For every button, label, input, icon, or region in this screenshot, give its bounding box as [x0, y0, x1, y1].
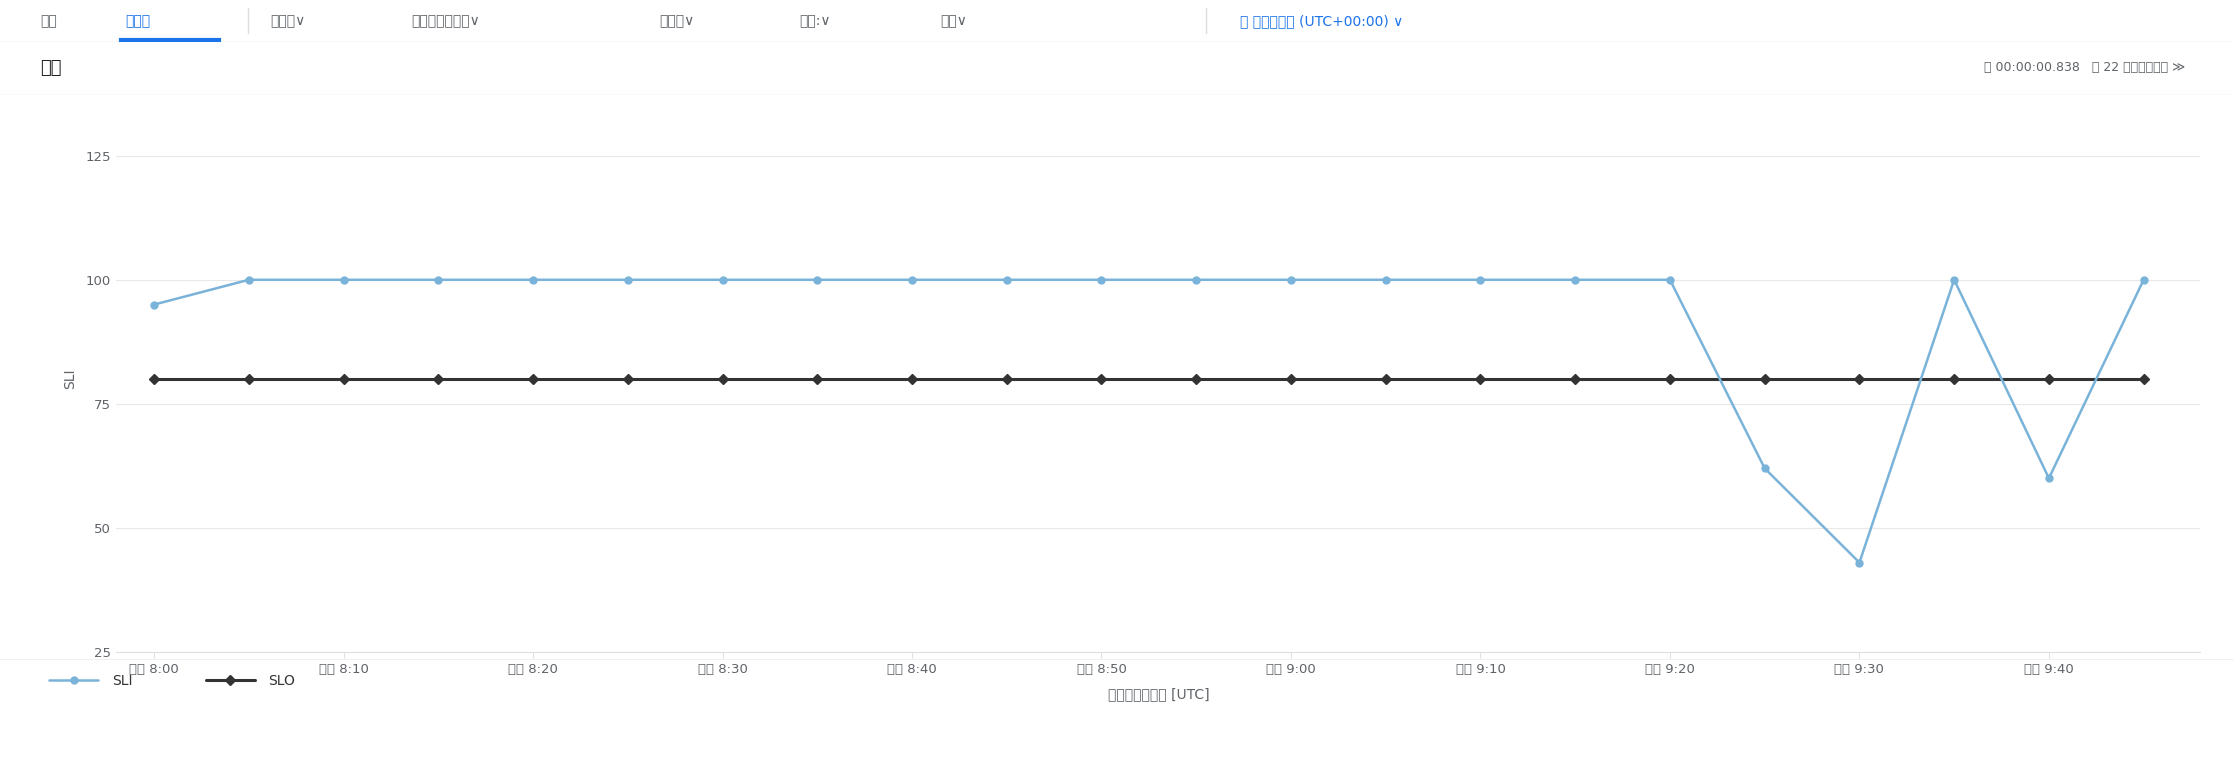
Text: 完了: 完了 — [40, 58, 63, 77]
SLO — [898, 374, 925, 384]
Text: 折れ線∨: 折れ線∨ — [270, 14, 306, 28]
Line: SLO: SLO — [150, 375, 2147, 383]
SLO — [2131, 374, 2158, 384]
SLI — [1372, 275, 1398, 284]
Line: SLI: SLI — [150, 277, 2147, 566]
SLI — [2131, 275, 2158, 284]
SLO — [1562, 374, 1588, 384]
Text: SLO: SLO — [268, 675, 295, 688]
Text: タイムスタンプ∨: タイムスタンプ∨ — [411, 14, 480, 28]
Text: すべて∨: すべて∨ — [659, 14, 695, 28]
SLI — [1278, 275, 1305, 284]
SLO — [141, 374, 168, 384]
SLI — [804, 275, 831, 284]
SLO — [1468, 374, 1495, 384]
SLI — [1845, 558, 1872, 567]
SLO — [1941, 374, 1968, 384]
SLO — [1278, 374, 1305, 384]
SLO — [1088, 374, 1115, 384]
SLI — [614, 275, 641, 284]
SLO — [331, 374, 357, 384]
SLO — [235, 374, 261, 384]
Text: SLI: SLI — [112, 675, 132, 688]
SLO — [1658, 374, 1684, 384]
SLO — [994, 374, 1021, 384]
Y-axis label: SLI: SLI — [63, 368, 76, 390]
SLI — [898, 275, 925, 284]
SLO — [1372, 374, 1398, 384]
SLI — [2035, 474, 2062, 483]
SLI — [331, 275, 357, 284]
SLI — [1182, 275, 1209, 284]
Text: ⏱ 時間の表示 (UTC+00:00) ∨: ⏱ 時間の表示 (UTC+00:00) ∨ — [1240, 14, 1403, 28]
Text: グラフ: グラフ — [125, 14, 150, 28]
SLI — [1468, 275, 1495, 284]
SLO — [1845, 374, 1872, 384]
Text: 分割:∨: 分割:∨ — [800, 14, 831, 28]
SLO — [708, 374, 735, 384]
SLI — [994, 275, 1021, 284]
Text: 合計∨: 合計∨ — [941, 14, 967, 28]
SLI — [1562, 275, 1588, 284]
SLI — [1941, 275, 1968, 284]
SLO — [521, 374, 547, 384]
Text: 結果: 結果 — [40, 14, 56, 28]
SLI — [141, 300, 168, 309]
SLI — [1658, 275, 1684, 284]
SLI — [708, 275, 735, 284]
SLO — [2035, 374, 2062, 384]
SLO — [1751, 374, 1778, 384]
SLO — [424, 374, 451, 384]
SLO — [804, 374, 831, 384]
SLI — [235, 275, 261, 284]
SLI — [521, 275, 547, 284]
Text: ⏱ 00:00:00.838   📋 22 個のレコード ≫: ⏱ 00:00:00.838 📋 22 個のレコード ≫ — [1984, 61, 2185, 74]
SLI — [424, 275, 451, 284]
SLO — [1182, 374, 1209, 384]
SLO — [614, 374, 641, 384]
SLI — [1088, 275, 1115, 284]
SLI — [1751, 464, 1778, 473]
X-axis label: タイムスタンプ [UTC]: タイムスタンプ [UTC] — [1108, 687, 1209, 701]
